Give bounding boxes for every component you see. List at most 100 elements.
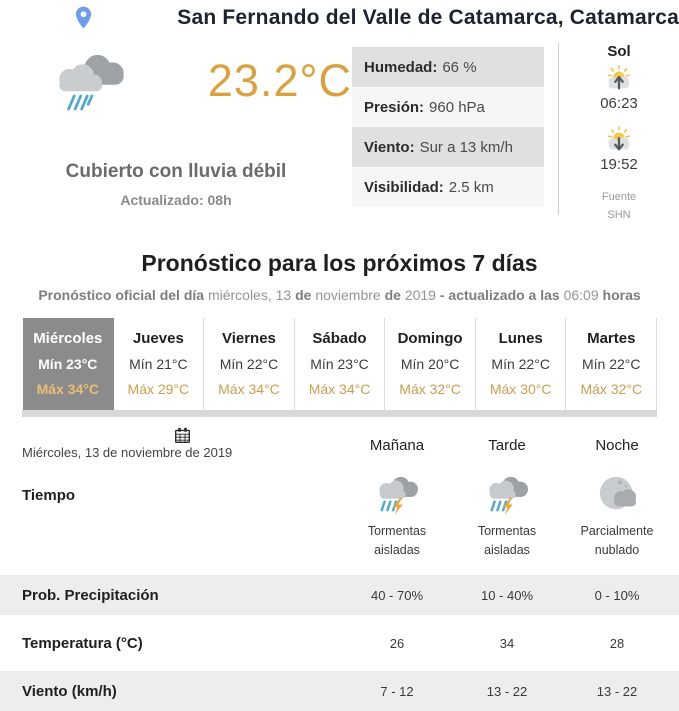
tab-viernes[interactable]: Viernes Mín 22°C Máx 34°C [204,318,295,410]
sunset-time: 19:52 [559,156,679,173]
calendar-icon [174,427,191,444]
detail-rows: Prob. Precipitación 40 - 70% 10 - 40% 0 … [0,575,679,711]
stat-row: Visibilidad:2.5 km [352,167,544,207]
tiempo-row: Tiempo Tormentas aisladas [0,473,679,571]
day-tab-min: Mín 22°C [204,356,294,372]
day-tab-max: Máx 29°C [114,381,204,397]
location-pin-icon [74,5,93,31]
row-value-noche: 28 [562,636,672,651]
day-tab-min: Mín 23°C [23,356,113,372]
table-row: Viento (km/h) 7 - 12 13 - 22 13 - 22 [0,671,679,711]
weather-cell: Parcialmente nublado [562,473,672,560]
tab-domingo[interactable]: Domingo Mín 20°C Máx 32°C [385,318,476,410]
source-label: Fuente SHN [559,189,679,224]
current-conditions: 23.2°C Cubierto con lluvia débil Actuali… [0,37,679,224]
sun-title: Sol [559,43,679,60]
day-tab-name: Jueves [114,330,204,347]
subtitle-segment: - actualizado a las [440,287,564,303]
stats-list: Humedad:66 % Presión:960 hPa Viento:Sur … [352,47,544,207]
weather-caption: Tormentas aisladas [463,522,551,560]
stat-value: Sur a 13 km/h [420,139,513,156]
weather-cell: Tormentas aisladas [342,473,452,560]
current-weather-icon [49,46,133,116]
subtitle-segment: horas [603,287,641,303]
location-header: San Fernando del Valle de Catamarca, Cat… [0,0,679,31]
stat-value: 960 hPa [429,99,485,116]
updated-time: Actualizado: 08h [0,192,352,208]
tabs-bottom-bar [22,410,657,417]
subtitle-segment: 2019 [405,287,440,303]
current-temperature: 23.2°C [208,55,352,107]
subtitle-segment: de [295,287,315,303]
table-row: Prob. Precipitación 40 - 70% 10 - 40% 0 … [0,575,679,615]
stat-row: Viento: Sur a 13 km/h [352,127,544,167]
day-tab-min: Mín 23°C [295,356,385,372]
row-value-noche: 13 - 22 [562,684,672,699]
day-tab-name: Sábado [295,330,385,347]
subtitle-segment: noviembre [315,287,384,303]
subtitle-segment: Pronóstico oficial del día [38,287,208,303]
day-tab-min: Mín 22°C [566,356,656,372]
location-title: San Fernando del Valle de Catamarca, Cat… [177,6,679,30]
day-tab-max: Máx 32°C [385,381,475,397]
sunset-icon [604,126,634,154]
row-label: Viento (km/h) [0,683,342,700]
sun-panel: Sol [559,37,679,224]
current-summary: 23.2°C Cubierto con lluvia débil Actuali… [0,37,352,208]
storm-icon [484,473,530,515]
row-value-tarde: 34 [452,636,562,651]
tab-miércoles[interactable]: Miércoles Mín 23°C Máx 34°C [22,318,114,410]
subtitle-segment: 06:09 [564,287,603,303]
row-value-manana: 26 [342,636,452,651]
tab-lunes[interactable]: Lunes Mín 22°C Máx 30°C [476,318,567,410]
detail-header-row: Miércoles, 13 de noviembre de 2019 Mañan… [0,425,679,473]
day-tab-min: Mín 20°C [385,356,475,372]
tab-sábado[interactable]: Sábado Mín 23°C Máx 34°C [295,318,386,410]
row-label: Prob. Precipitación [0,587,342,604]
weather-caption: Tormentas aisladas [353,522,441,560]
row-value-manana: 40 - 70% [342,588,452,603]
weather-cell: Tormentas aisladas [452,473,562,560]
forecast-title: Pronóstico para los próximos 7 días [0,250,679,277]
row-value-noche: 0 - 10% [562,588,672,603]
day-tab-name: Martes [566,330,656,347]
row-label: Temperatura (°C) [0,635,342,652]
detail-date: Miércoles, 13 de noviembre de 2019 [22,445,342,460]
tiempo-label: Tiempo [0,473,342,504]
day-tab-name: Viernes [204,330,294,347]
day-tab-max: Máx 34°C [204,381,294,397]
stat-row: Presión: 960 hPa [352,87,544,127]
partly-cloudy-night-icon-graphic [596,473,638,515]
day-tab-name: Miércoles [23,330,113,347]
sunrise-time: 06:23 [559,95,679,112]
column-header-manana: Mañana [342,425,452,454]
partly-cloudy-night-icon [596,473,638,515]
detail-date-box: Miércoles, 13 de noviembre de 2019 [0,425,342,460]
storm-icon-graphic [374,473,420,515]
stat-label: Visibilidad: [364,179,444,196]
day-tab-name: Domingo [385,330,475,347]
forecast-subtitle: Pronóstico oficial del día miércoles, 13… [0,287,679,303]
storm-icon [374,473,420,515]
column-header-tarde: Tarde [452,425,562,454]
subtitle-segment: miércoles, 13 [208,287,295,303]
tab-martes[interactable]: Martes Mín 22°C Máx 32°C [566,318,657,410]
sunrise-icon [604,65,634,93]
day-tab-max: Máx 34°C [295,381,385,397]
day-tab-max: Máx 34°C [23,381,113,397]
stat-label: Presión: [364,99,424,116]
stat-value: 66 % [442,59,476,76]
column-header-noche: Noche [562,425,672,454]
row-value-manana: 7 - 12 [342,684,452,699]
row-value-tarde: 10 - 40% [452,588,562,603]
day-tab-min: Mín 21°C [114,356,204,372]
subtitle-segment: de [385,287,405,303]
day-tab-max: Máx 30°C [476,381,566,397]
day-tab-min: Mín 22°C [476,356,566,372]
storm-icon-graphic [484,473,530,515]
row-value-tarde: 13 - 22 [452,684,562,699]
day-tab-name: Lunes [476,330,566,347]
stat-label: Viento: [364,139,415,156]
tab-jueves[interactable]: Jueves Mín 21°C Máx 29°C [114,318,205,410]
